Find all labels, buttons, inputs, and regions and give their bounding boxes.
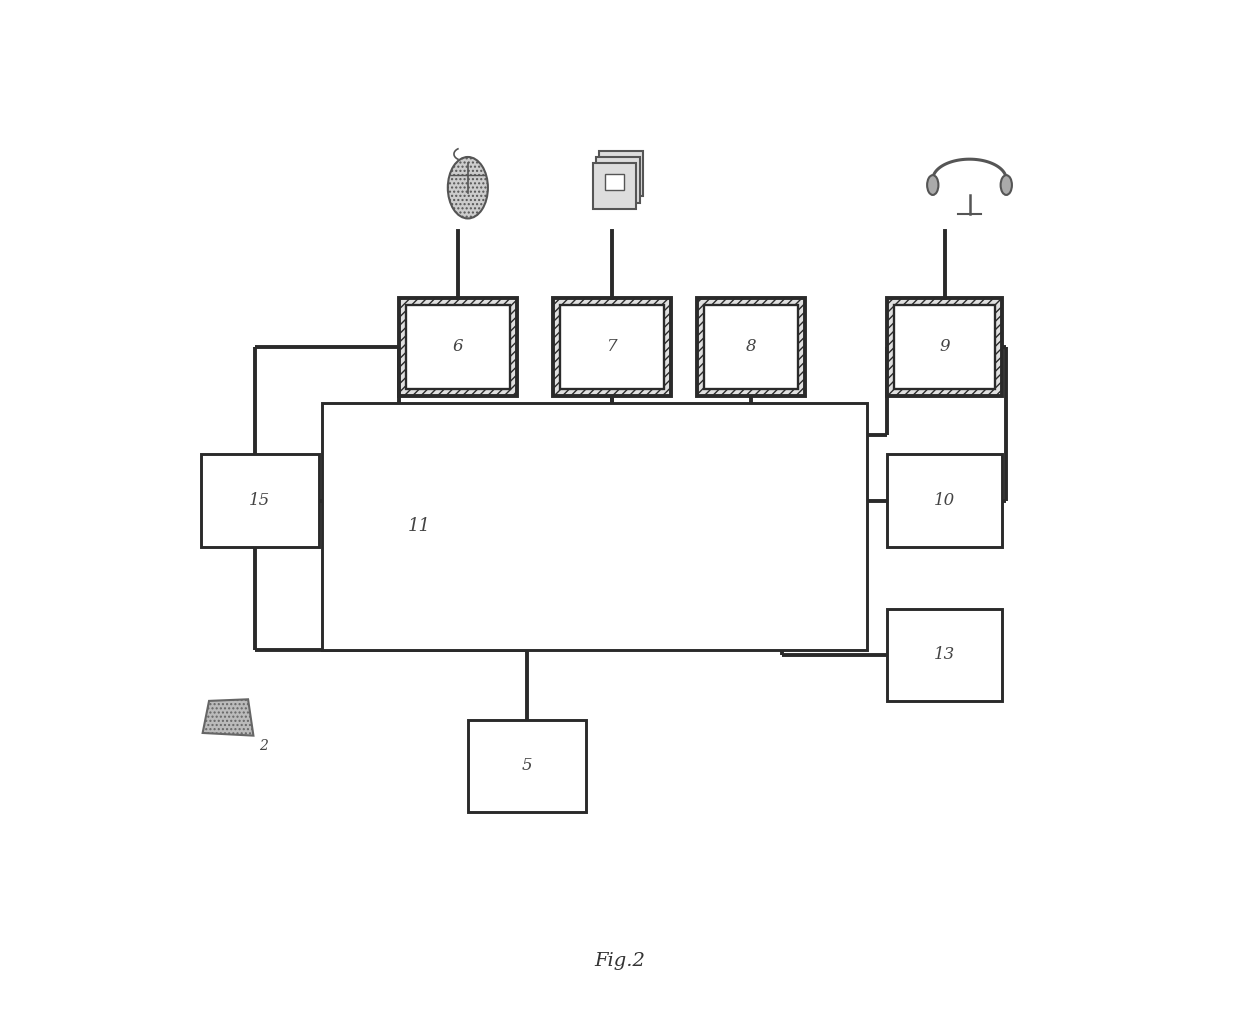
- Text: 15: 15: [249, 492, 270, 509]
- Bar: [894, 305, 996, 389]
- Bar: [697, 298, 805, 396]
- Text: Fig.2: Fig.2: [594, 952, 646, 970]
- Bar: [593, 163, 636, 209]
- Text: 6: 6: [453, 338, 464, 356]
- Bar: [888, 454, 1002, 547]
- Bar: [407, 305, 510, 389]
- Text: 11: 11: [408, 517, 432, 536]
- Bar: [201, 454, 319, 547]
- Bar: [399, 298, 517, 396]
- Bar: [888, 298, 1002, 396]
- Bar: [704, 305, 797, 389]
- Text: 7: 7: [606, 338, 618, 356]
- Bar: [322, 403, 867, 650]
- Bar: [605, 174, 625, 190]
- Text: 10: 10: [934, 492, 956, 509]
- Text: 13: 13: [934, 647, 956, 663]
- Text: 8: 8: [745, 338, 756, 356]
- Bar: [553, 298, 671, 396]
- Polygon shape: [202, 699, 253, 736]
- Text: 9: 9: [940, 338, 950, 356]
- Bar: [599, 151, 642, 196]
- Bar: [467, 720, 587, 812]
- Text: 5: 5: [522, 758, 532, 774]
- Ellipse shape: [928, 175, 939, 195]
- Bar: [596, 157, 640, 203]
- Bar: [888, 609, 1002, 701]
- Ellipse shape: [1001, 175, 1012, 195]
- Text: 2: 2: [259, 739, 268, 754]
- Bar: [560, 305, 665, 389]
- Ellipse shape: [448, 157, 487, 219]
